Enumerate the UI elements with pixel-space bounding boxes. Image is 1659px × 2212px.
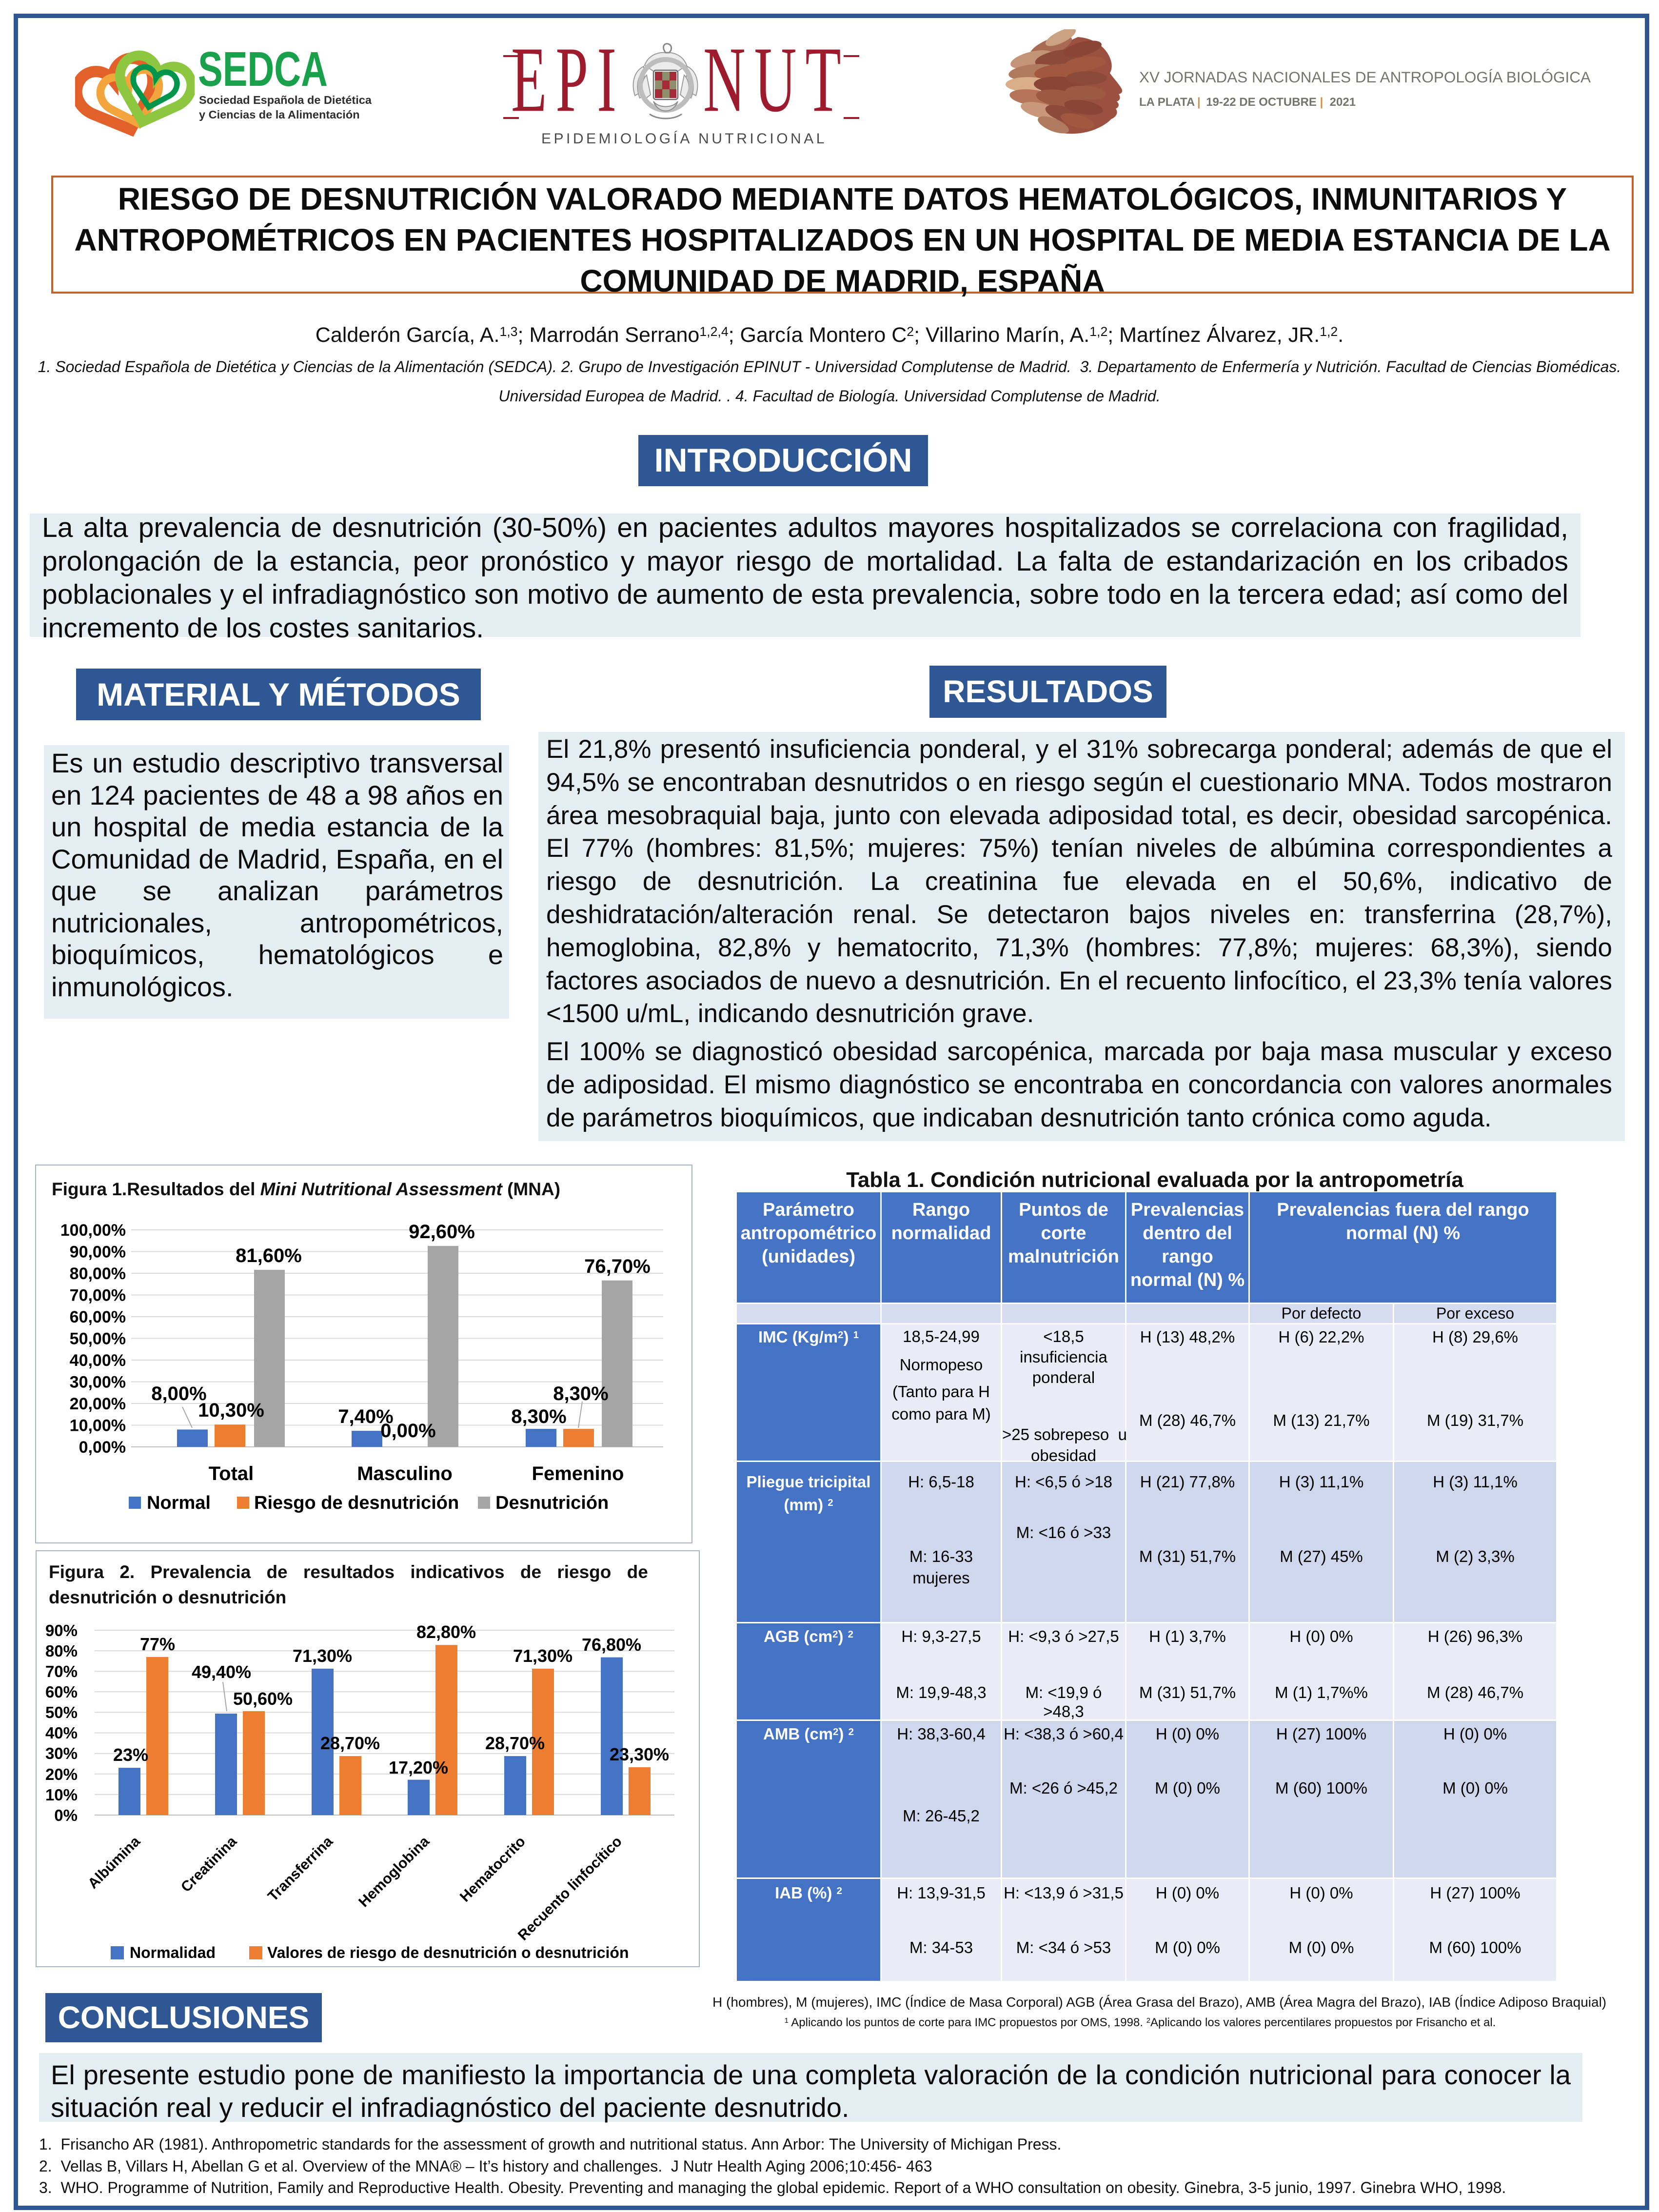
svg-text:40,00%: 40,00% [70, 1351, 126, 1370]
svg-text:71,30%: 71,30% [293, 1646, 352, 1666]
svg-text:50%: 50% [45, 1703, 78, 1721]
svg-text:Masculino: Masculino [357, 1463, 453, 1484]
svg-text:76,80%: 76,80% [582, 1635, 641, 1655]
svg-text:23%: 23% [113, 1745, 148, 1765]
svg-text:23,30%: 23,30% [610, 1744, 669, 1764]
svg-text:17,20%: 17,20% [389, 1758, 448, 1778]
svg-text:60,00%: 60,00% [70, 1308, 126, 1326]
svg-text:82,80%: 82,80% [416, 1622, 476, 1642]
svg-text:50,60%: 50,60% [233, 1689, 293, 1709]
svg-text:8,00%: 8,00% [151, 1383, 206, 1404]
svg-text:Normalidad: Normalidad [130, 1944, 216, 1961]
svg-text:Femenino: Femenino [532, 1463, 624, 1484]
svg-text:28,70%: 28,70% [320, 1733, 380, 1753]
svg-text:100,00%: 100,00% [60, 1221, 126, 1240]
svg-text:50,00%: 50,00% [70, 1330, 126, 1348]
svg-text:77%: 77% [140, 1634, 175, 1654]
svg-text:10%: 10% [45, 1786, 78, 1804]
svg-text:70%: 70% [45, 1662, 78, 1680]
svg-text:90,00%: 90,00% [70, 1243, 126, 1262]
svg-text:28,70%: 28,70% [485, 1733, 545, 1753]
svg-text:Recuento linfocítico: Recuento linfocítico [515, 1834, 625, 1944]
svg-text:0,00%: 0,00% [380, 1420, 435, 1442]
svg-text:80%: 80% [45, 1642, 78, 1660]
svg-text:Hemoglobina: Hemoglobina [356, 1833, 433, 1910]
svg-text:60%: 60% [45, 1683, 78, 1701]
svg-text:8,30%: 8,30% [553, 1383, 608, 1404]
svg-text:Albúmina: Albúmina [85, 1833, 143, 1892]
svg-text:Creatinina: Creatinina [178, 1833, 240, 1895]
svg-text:76,70%: 76,70% [584, 1256, 651, 1277]
svg-text:Transferrina: Transferrina [265, 1833, 336, 1904]
svg-text:92,60%: 92,60% [409, 1221, 475, 1243]
svg-text:71,30%: 71,30% [513, 1646, 573, 1666]
svg-text:90%: 90% [45, 1621, 78, 1639]
svg-text:10,00%: 10,00% [70, 1417, 126, 1435]
svg-text:70,00%: 70,00% [70, 1286, 126, 1305]
svg-text:Hematocrito: Hematocrito [457, 1834, 529, 1905]
svg-text:8,30%: 8,30% [511, 1406, 566, 1427]
svg-text:Valores de riesgo de desnutric: Valores de riesgo de desnutrición o desn… [267, 1944, 629, 1961]
svg-text:20%: 20% [45, 1765, 78, 1783]
svg-text:81,60%: 81,60% [236, 1245, 302, 1266]
svg-text:30%: 30% [45, 1744, 78, 1762]
svg-text:20,00%: 20,00% [70, 1395, 126, 1413]
svg-text:Normal: Normal [147, 1493, 211, 1513]
svg-text:30,00%: 30,00% [70, 1373, 126, 1392]
svg-text:49,40%: 49,40% [192, 1662, 251, 1682]
svg-text:Riesgo de desnutrición: Riesgo de desnutrición [254, 1493, 459, 1513]
svg-text:10,30%: 10,30% [198, 1400, 264, 1421]
svg-text:40%: 40% [45, 1724, 78, 1742]
svg-text:Total: Total [209, 1463, 254, 1484]
svg-text:Desnutrición: Desnutrición [495, 1493, 609, 1513]
svg-text:0%: 0% [54, 1806, 78, 1824]
svg-text:7,40%: 7,40% [338, 1406, 393, 1427]
svg-text:0,00%: 0,00% [79, 1438, 126, 1457]
svg-text:80,00%: 80,00% [70, 1264, 126, 1283]
